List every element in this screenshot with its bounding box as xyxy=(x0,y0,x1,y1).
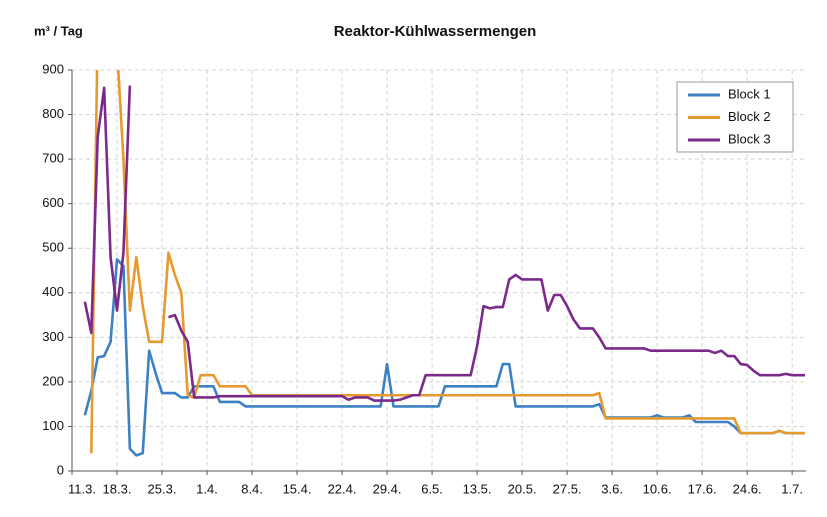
x-tick-label: 13.5. xyxy=(463,481,492,496)
x-tick-label: 20.5. xyxy=(508,481,537,496)
y-tick-label: 500 xyxy=(42,240,64,255)
y-tick-label: 400 xyxy=(42,284,64,299)
y-tick-label: 100 xyxy=(42,418,64,433)
x-tick-label: 18.3. xyxy=(103,481,132,496)
x-tick-label: 27.5. xyxy=(553,481,582,496)
x-tick-label: 15.4. xyxy=(283,481,312,496)
x-tick-label: 8.4. xyxy=(241,481,263,496)
series-line xyxy=(83,258,805,457)
legend-label: Block 3 xyxy=(728,131,771,146)
y-tick-label: 600 xyxy=(42,195,64,210)
series-line xyxy=(89,70,805,454)
y-tick-label: 700 xyxy=(42,151,64,166)
y-axis-label: m³ / Tag xyxy=(34,23,83,38)
y-tick-label: 900 xyxy=(42,61,64,76)
plot-area xyxy=(83,70,805,457)
x-tick-label: 1.4. xyxy=(196,481,218,496)
x-tick-label: 1.7. xyxy=(781,481,803,496)
series-line xyxy=(83,85,805,402)
x-tick-label: 10.6. xyxy=(643,481,672,496)
x-tick-label: 24.6. xyxy=(733,481,762,496)
x-tick-label: 25.3. xyxy=(148,481,177,496)
x-tick-label: 17.6. xyxy=(688,481,717,496)
y-tick-label: 300 xyxy=(42,329,64,344)
x-tick-label: 3.6. xyxy=(601,481,623,496)
x-tick-label: 11.3. xyxy=(68,481,96,496)
x-tick-label: 29.4. xyxy=(373,481,402,496)
y-tick-label: 200 xyxy=(42,373,64,388)
x-tick-label: 6.5. xyxy=(421,481,443,496)
x-tick-label: 22.4. xyxy=(328,481,357,496)
legend-label: Block 1 xyxy=(728,86,771,101)
legend-label: Block 2 xyxy=(728,109,771,124)
y-tick-label: 800 xyxy=(42,106,64,121)
chart-title: Reaktor-Kühlwassermengen xyxy=(334,23,537,40)
y-tick-label: 0 xyxy=(57,462,64,477)
